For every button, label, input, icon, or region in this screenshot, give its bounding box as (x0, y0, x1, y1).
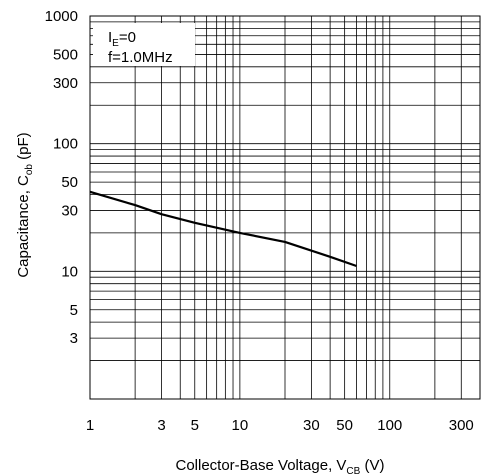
x-tick-label: 3 (157, 417, 165, 434)
y-tick-label: 300 (53, 75, 78, 92)
y-tick-label: 500 (53, 46, 78, 63)
x-tick-label: 5 (191, 417, 199, 434)
series-layer (89, 190, 357, 268)
y-tick-label: 30 (61, 202, 78, 219)
y-tick-label: 5 (70, 302, 78, 319)
annotation-ie: IE=0 (108, 29, 136, 49)
y-tick-label: 1000 (45, 8, 78, 25)
capacitance-curve (89, 190, 357, 268)
x-tick-label: 50 (336, 417, 353, 434)
y-tick-label: 50 (61, 174, 78, 191)
x-tick-label: 30 (303, 417, 320, 434)
y-tick-label: 3 (70, 330, 78, 347)
x-tick-label: 10 (232, 417, 249, 434)
tick-label-layer: 1 3 5 10 30 50 100 300 3 5 10 30 50 100 300 500 1000 (45, 8, 474, 434)
x-tick-label: 1 (86, 417, 94, 434)
y-axis-title: Capacitance, Cob (pF) (15, 132, 35, 277)
x-axis-title: Collector-Base Voltage, VCB (V) (175, 457, 384, 476)
plot-frame (89, 15, 481, 400)
x-tick-label: 300 (449, 417, 474, 434)
y-tick-label: 10 (61, 263, 78, 280)
grid-layer (90, 16, 481, 399)
x-tick-label: 100 (377, 417, 402, 434)
condition-note-box (93, 23, 195, 66)
annotation-frequency: f=1.0MHz (108, 49, 173, 66)
y-tick-label: 100 (53, 136, 78, 153)
